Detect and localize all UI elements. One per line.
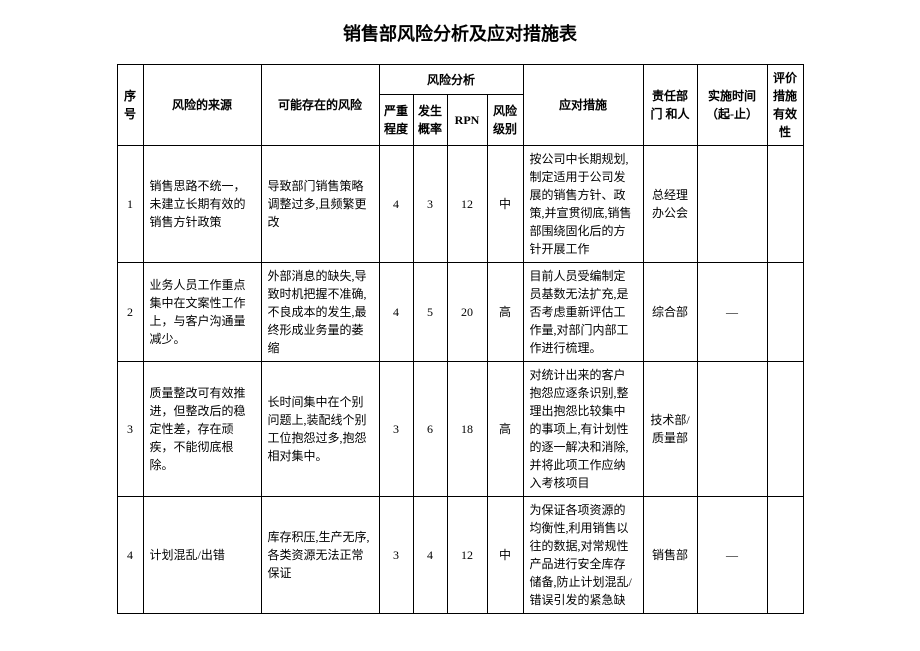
cell: 销售思路不统一，未建立长期有效的销售方针政策 [143,146,261,263]
table-row: 3质量整改可有效推进，但整改后的稳定性差，存在顽疾，不能彻底根除。长时间集中在个… [117,362,803,497]
cell: 计划混乱/出错 [143,497,261,614]
cell: 1 [117,146,143,263]
cell: 3 [379,362,413,497]
cell: 导致部门销售策略调整过多,且频繁更改 [261,146,379,263]
cell: 高 [487,263,523,362]
cell: 5 [413,263,447,362]
cell: 库存积压,生产无序,各类资源无法正常保证 [261,497,379,614]
cell: 长时间集中在个别问题上,装配线个别工位抱怨过多,抱怨相对集中。 [261,362,379,497]
th-probability: 发生概率 [413,95,447,146]
risk-table: 序号 风险的来源 可能存在的风险 风险分析 应对措施 责任部门 和人 实施时间 … [117,64,804,614]
cell: 18 [447,362,487,497]
cell: 12 [447,146,487,263]
cell: 销售部 [643,497,697,614]
cell [697,362,767,497]
cell: 3 [117,362,143,497]
cell: 2 [117,263,143,362]
th-measures: 应对措施 [523,65,643,146]
table-row: 1销售思路不统一，未建立长期有效的销售方针政策导致部门销售策略调整过多,且频繁更… [117,146,803,263]
cell: 总经理办公会 [643,146,697,263]
cell [767,362,803,497]
th-responsible: 责任部门 和人 [643,65,697,146]
cell: — [697,497,767,614]
th-level: 风险级别 [487,95,523,146]
th-rpn: RPN [447,95,487,146]
th-risk: 可能存在的风险 [261,65,379,146]
cell: 对统计出来的客户抱怨应逐条识别,整理出抱怨比较集中的事项上,有计划性的逐一解决和… [523,362,643,497]
th-time: 实施时间 （起-止） [697,65,767,146]
th-analysis-group: 风险分析 [379,65,523,95]
cell: 外部消息的缺失,导致时机把握不准确,不良成本的发生,最终形成业务量的萎缩 [261,263,379,362]
th-severity: 严重程度 [379,95,413,146]
cell: 4 [379,146,413,263]
th-evaluation: 评价措施有效性 [767,65,803,146]
cell: 6 [413,362,447,497]
cell: 业务人员工作重点集中在文案性工作上，与客户沟通量减少。 [143,263,261,362]
th-source: 风险的来源 [143,65,261,146]
cell: 质量整改可有效推进，但整改后的稳定性差，存在顽疾，不能彻底根除。 [143,362,261,497]
cell [767,263,803,362]
cell: 高 [487,362,523,497]
cell: 4 [117,497,143,614]
th-seq: 序号 [117,65,143,146]
cell: 为保证各项资源的均衡性,利用销售以往的数据,对常规性产品进行安全库存储备,防止计… [523,497,643,614]
table-row: 4计划混乱/出错库存积压,生产无序,各类资源无法正常保证3412中为保证各项资源… [117,497,803,614]
cell: 20 [447,263,487,362]
cell [767,146,803,263]
cell: 中 [487,497,523,614]
cell [697,146,767,263]
cell: 综合部 [643,263,697,362]
cell: 按公司中长期规划,制定适用于公司发展的销售方针、政策,并宣贯彻底,销售部围绕固化… [523,146,643,263]
table-row: 2业务人员工作重点集中在文案性工作上，与客户沟通量减少。外部消息的缺失,导致时机… [117,263,803,362]
cell: 3 [413,146,447,263]
cell: 技术部/质量部 [643,362,697,497]
cell: 3 [379,497,413,614]
cell [767,497,803,614]
cell: 4 [413,497,447,614]
page-title: 销售部风险分析及应对措施表 [0,20,920,46]
cell: 目前人员受编制定员基数无法扩充,是否考虑重新评估工作量,对部门内部工作进行梳理。 [523,263,643,362]
cell: 中 [487,146,523,263]
cell: 4 [379,263,413,362]
cell: 12 [447,497,487,614]
cell: — [697,263,767,362]
